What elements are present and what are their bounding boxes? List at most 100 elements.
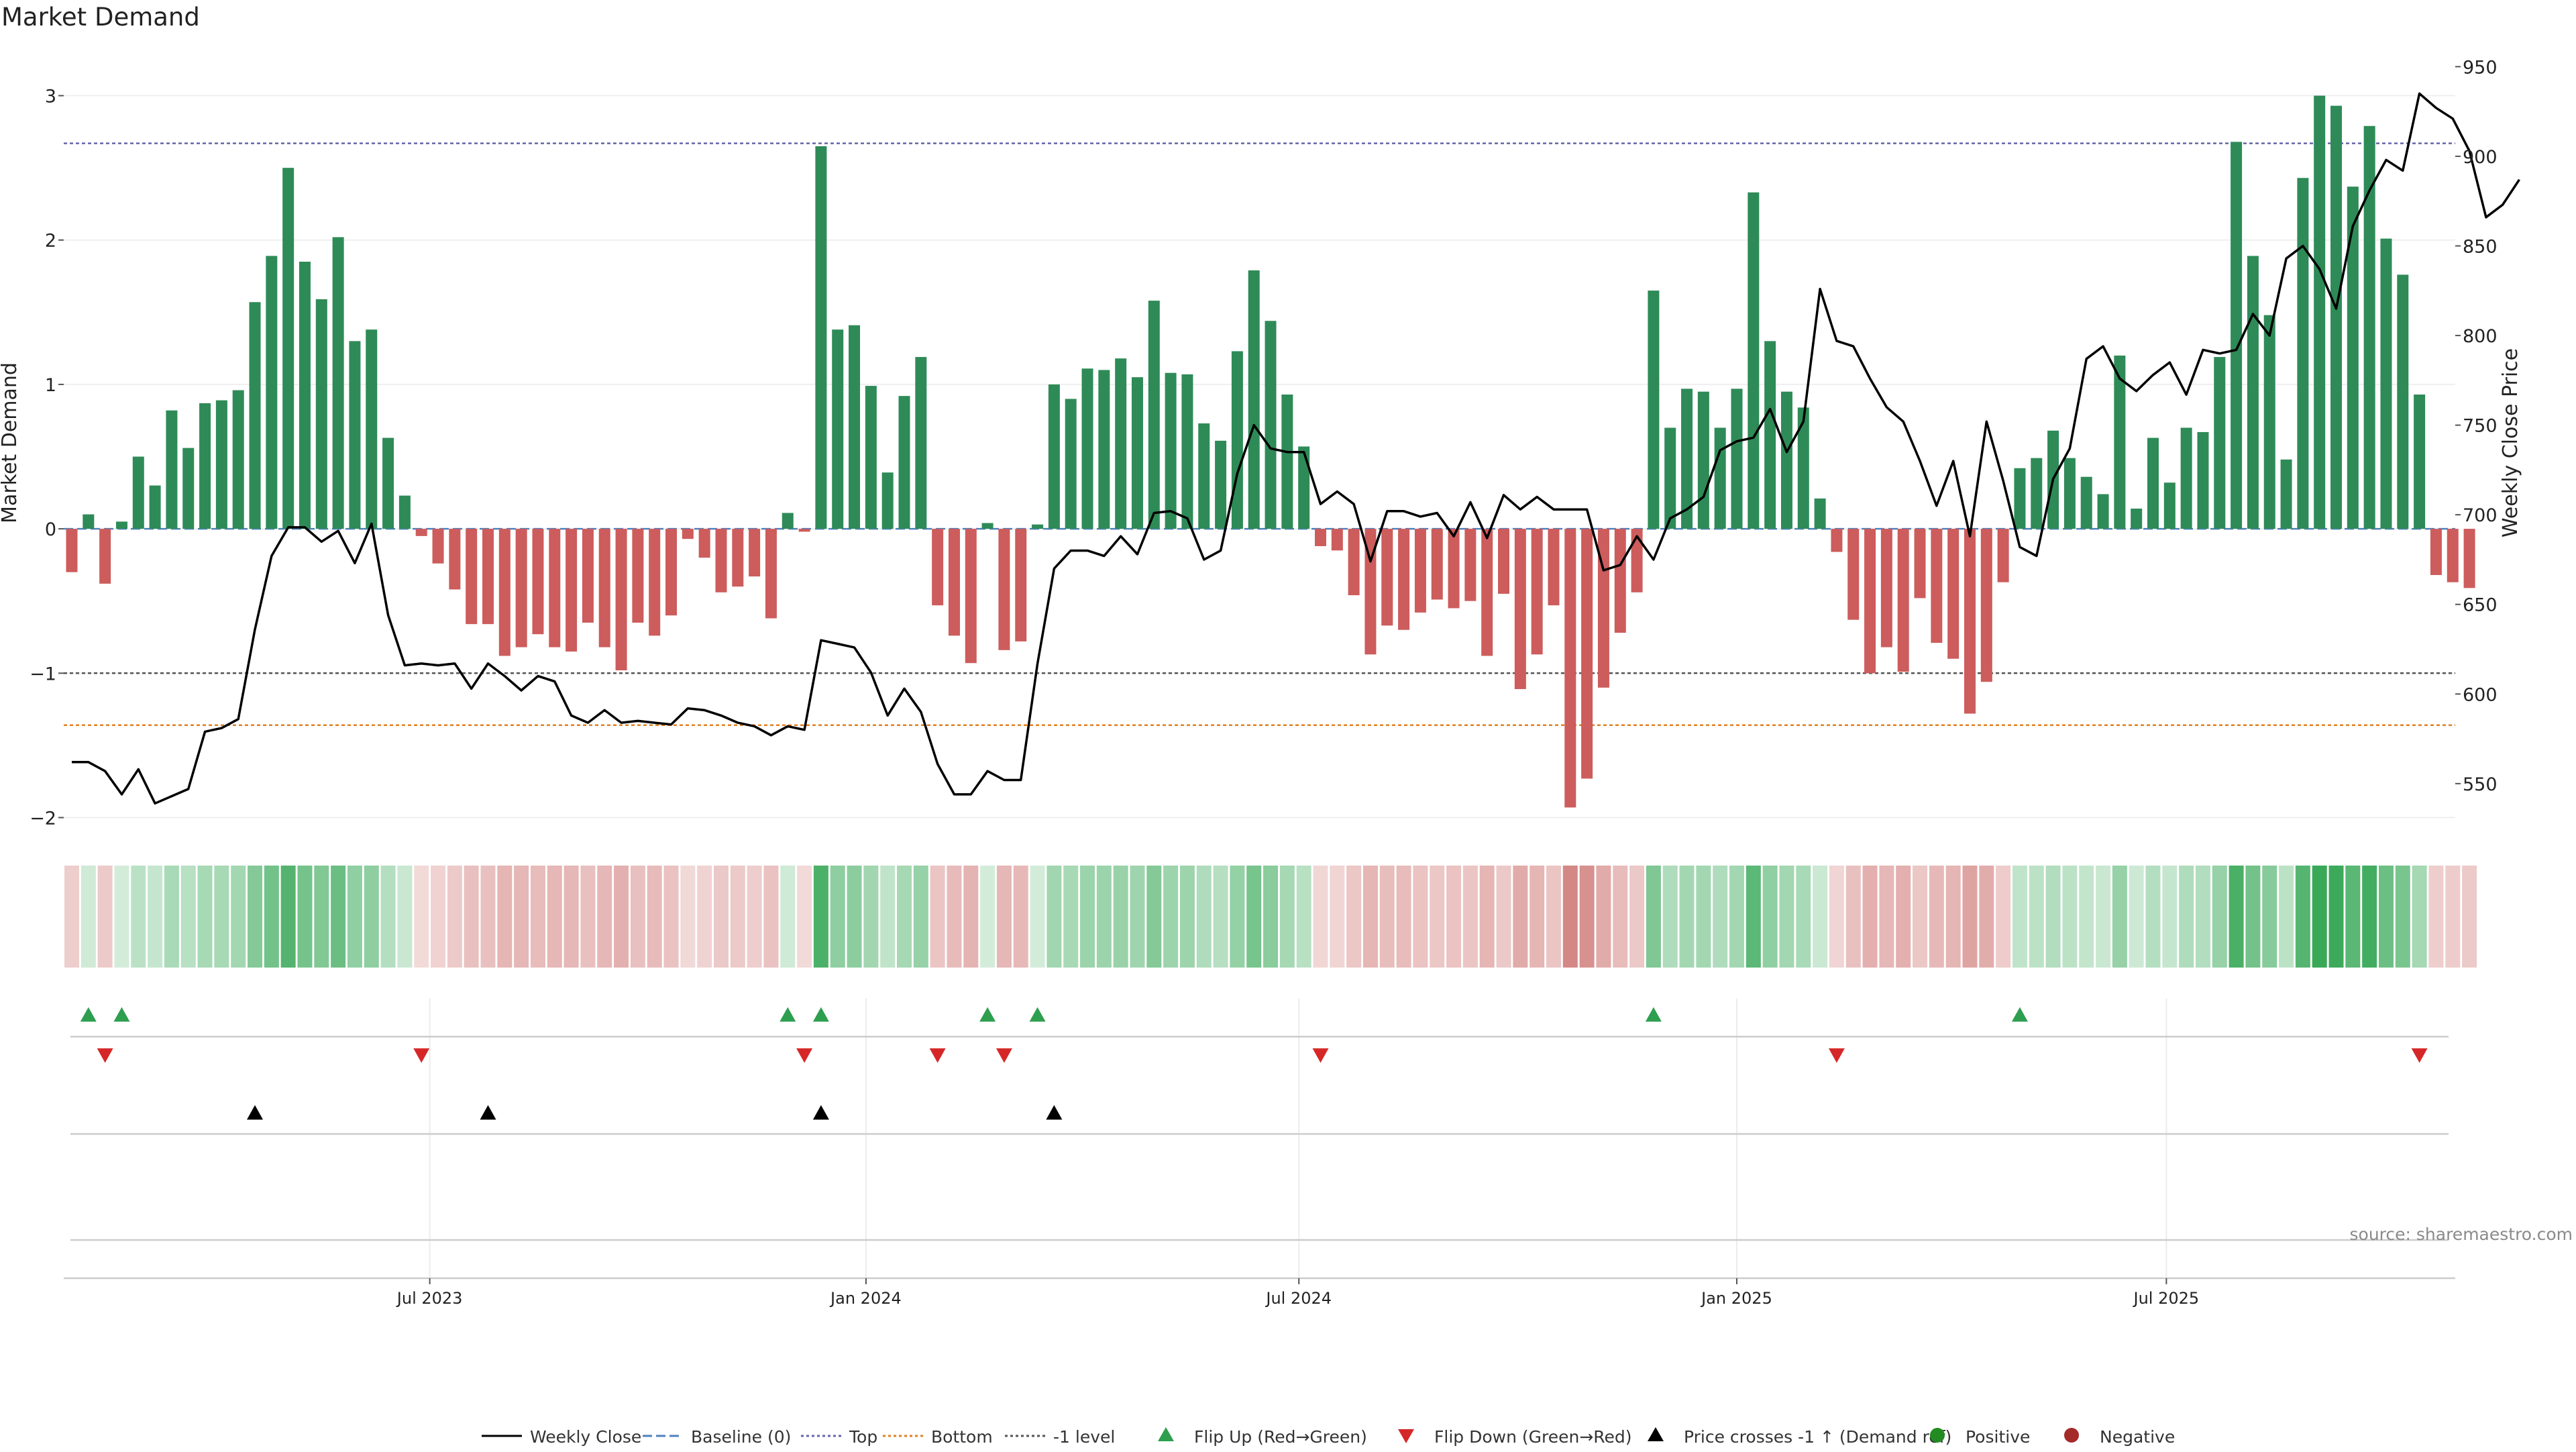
demand-bar	[1880, 529, 1892, 647]
strip-cell	[1330, 866, 1345, 968]
demand-bar	[83, 514, 95, 529]
legend-swatch-dot	[1930, 1428, 1945, 1443]
demand-bar	[2297, 178, 2309, 529]
strip-cell	[680, 866, 696, 968]
demand-bar	[1897, 529, 1909, 672]
strip-cell	[1479, 866, 1495, 968]
legend-label: Price crosses -1 ↑ (Demand ref)	[1684, 1427, 1951, 1447]
demand-bar	[1831, 529, 1843, 552]
demand-bar	[1548, 529, 1560, 606]
strip-cell	[497, 866, 513, 968]
strip-cell	[1762, 866, 1778, 968]
strip-cell	[114, 866, 129, 968]
demand-bar	[948, 529, 960, 636]
demand-bar	[1864, 529, 1876, 674]
demand-bar	[2363, 125, 2375, 529]
demand-bar	[1464, 529, 1477, 601]
strip-cell	[1146, 866, 1162, 968]
strip-cell	[1562, 866, 1578, 968]
demand-bar	[1298, 446, 1310, 529]
demand-bar	[1231, 351, 1243, 529]
strip-cell	[1696, 866, 1711, 968]
strip-cell	[2428, 866, 2444, 968]
demand-bar	[1115, 358, 1127, 529]
strip-cell	[347, 866, 362, 968]
demand-bar	[1431, 529, 1443, 600]
demand-bar	[232, 390, 244, 529]
strip-cell	[2195, 866, 2210, 968]
strip-cell	[1729, 866, 1744, 968]
demand-bar	[366, 329, 378, 529]
demand-bar	[1648, 291, 1660, 529]
strip-cell	[996, 866, 1012, 968]
strip-cell	[830, 866, 845, 968]
demand-bar	[1032, 524, 1044, 529]
demand-bar	[382, 437, 394, 529]
demand-bar	[132, 456, 144, 529]
legend-label: Bottom	[931, 1427, 993, 1447]
strip-cell	[1130, 866, 1145, 968]
demand-bar	[582, 529, 594, 623]
demand-bar	[749, 529, 761, 577]
demand-bar	[598, 529, 610, 647]
strip-cell	[1362, 866, 1378, 968]
demand-bar	[1664, 427, 1676, 529]
demand-bar	[2114, 355, 2126, 529]
strip-cell	[447, 866, 462, 968]
legend-label: -1 level	[1053, 1427, 1115, 1447]
strip-cell	[663, 866, 679, 968]
strip-cell	[480, 866, 496, 968]
x-tick-label: Jul 2025	[2133, 1289, 2200, 1308]
strip-cell	[397, 866, 413, 968]
weekly-close-series	[72, 92, 2520, 805]
demand-bars	[66, 95, 2475, 808]
strip-cell	[1913, 866, 1928, 968]
demand-bar	[2031, 458, 2043, 529]
price-cross-marker	[480, 1105, 496, 1120]
strip-cell	[2012, 866, 2027, 968]
signal-markers	[80, 1007, 2428, 1120]
strip-cell	[2029, 866, 2044, 968]
strip-cell	[2062, 866, 2078, 968]
demand-bar	[2280, 459, 2292, 529]
x-tick-label: Jul 2023	[396, 1289, 463, 1308]
demand-bar	[1681, 388, 1693, 529]
strip-cell	[1613, 866, 1628, 968]
strip-cell	[2079, 866, 2094, 968]
demand-bar	[898, 396, 910, 529]
strip-cell	[280, 866, 296, 968]
strip-cell	[2129, 866, 2144, 968]
strip-cell	[1013, 866, 1028, 968]
y-right-tick-label: 550	[2463, 774, 2498, 795]
strip-cell	[1746, 866, 1761, 968]
strip-cell	[2412, 866, 2427, 968]
demand-bar	[1215, 440, 1227, 529]
demand-bar	[2163, 482, 2176, 529]
demand-bar	[615, 529, 627, 670]
flip-down-marker	[1828, 1048, 1845, 1063]
demand-bar	[2097, 494, 2109, 529]
demand-bar	[765, 529, 777, 619]
legend: Weekly Close Baseline (0) Top Bottom -1 leve…	[482, 1427, 2175, 1447]
y-right-tick-label: 650	[2463, 595, 2498, 616]
demand-bar	[332, 237, 344, 529]
strip-cell	[1879, 866, 1894, 968]
demand-bar	[1148, 301, 1160, 529]
demand-bar	[1614, 529, 1626, 633]
strip-cell	[713, 866, 729, 968]
strip-cell	[1063, 866, 1079, 968]
strip-cell	[80, 866, 96, 968]
y-left-axis-label: Market Demand	[0, 362, 21, 523]
demand-bar	[2414, 394, 2426, 529]
strip-cell	[1796, 866, 1811, 968]
demand-bar	[1081, 368, 1093, 529]
demand-bar	[566, 529, 578, 652]
strip-cell	[1813, 866, 1828, 968]
axes: −2 −1 0 1 2 3 550 600 650 700 750 800 850 900 950 Jul 2…	[30, 57, 2497, 1308]
y-left-tick-label: −1	[30, 664, 56, 684]
demand-bar	[932, 529, 944, 606]
y-right-tick-label: 700	[2463, 505, 2498, 526]
demand-bar	[1847, 529, 1860, 620]
legend-label: Top	[849, 1427, 877, 1447]
